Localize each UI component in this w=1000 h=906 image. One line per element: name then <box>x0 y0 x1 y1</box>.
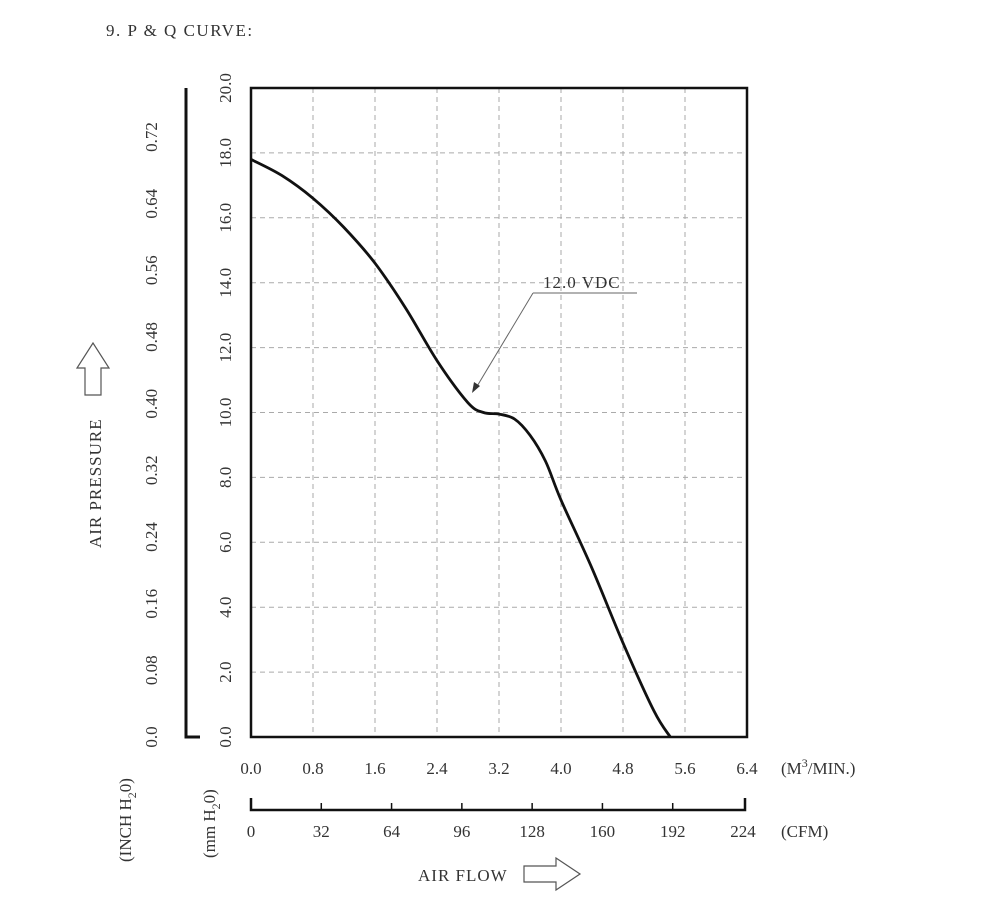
y-axis-title: AIR PRESSURE <box>86 418 105 548</box>
cfm-tick-label: 192 <box>660 822 686 841</box>
y-tick-label: 0.0 <box>216 726 235 747</box>
x-tick-label: 3.2 <box>488 759 509 778</box>
inch-tick-label: 0.64 <box>142 188 161 218</box>
cfm-unit-label: (CFM) <box>781 822 828 841</box>
series-layer <box>250 158 672 738</box>
mm-unit-label: (mm H20) <box>200 789 223 858</box>
y-tick-labels: 0.0 2.0 4.0 6.0 8.0 10.0 12.0 14.0 16.0 18.0 20.0 <box>216 73 235 748</box>
x-tick-label: 4.8 <box>612 759 633 778</box>
cfm-tick-label: 224 <box>730 822 756 841</box>
inch-tick-label: 0.72 <box>142 122 161 152</box>
x-tick-label: 0.0 <box>240 759 261 778</box>
x-tick-label: 1.6 <box>364 759 385 778</box>
y-tick-label: 8.0 <box>216 467 235 488</box>
cfm-tick-label: 64 <box>383 822 401 841</box>
curve-annotation: 12.0 VDC <box>472 273 637 393</box>
arrow-up-icon <box>75 341 111 396</box>
x-tick-label: 4.0 <box>550 759 571 778</box>
x-tick-label: 5.6 <box>674 759 695 778</box>
cfm-tick-label: 0 <box>247 822 256 841</box>
m3-unit-label: (M3/MIN.) <box>781 756 855 778</box>
cfm-tick-marks <box>320 803 674 810</box>
inch-unit-label: (INCH H20) <box>116 778 139 862</box>
y-tick-label: 14.0 <box>216 268 235 298</box>
annotation-leader <box>475 292 534 389</box>
inch-tick-label: 0.40 <box>142 389 161 419</box>
y-tick-label: 12.0 <box>216 333 235 363</box>
x-tick-labels: 0.0 0.8 1.6 2.4 3.2 4.0 4.8 5.6 6.4 <box>240 759 758 778</box>
inch-tick-label: 0.56 <box>142 255 161 285</box>
grid-lines <box>251 88 747 737</box>
cfm-tick-labels: 0 32 64 96 128 160 192 224 <box>247 822 757 841</box>
x-tick-label: 2.4 <box>426 759 448 778</box>
cfm-tick-label: 96 <box>453 822 470 841</box>
x-axis-title: AIR FLOW <box>418 866 508 885</box>
y-tick-label: 4.0 <box>216 597 235 618</box>
inch-tick-label: 0.48 <box>142 322 161 352</box>
annotation-arrowhead <box>472 382 480 393</box>
inch-tick-label: 0.0 <box>142 726 161 747</box>
x-tick-label: 0.8 <box>302 759 323 778</box>
inch-tick-label: 0.16 <box>142 589 161 619</box>
cfm-tick-label: 160 <box>590 822 616 841</box>
inch-tick-label: 0.08 <box>142 655 161 685</box>
inch-tick-labels: 0.0 0.08 0.16 0.24 0.32 0.40 0.48 0.56 0.64 0.72 <box>142 122 161 748</box>
y-tick-label: 6.0 <box>216 532 235 553</box>
page-title: 9. P & Q CURVE: <box>106 21 254 40</box>
cfm-tick-label: 128 <box>519 822 545 841</box>
cfm-tick-label: 32 <box>313 822 330 841</box>
series-line <box>250 158 672 738</box>
inch-axis-line <box>184 88 200 739</box>
y-tick-label: 10.0 <box>216 398 235 428</box>
y-tick-label: 20.0 <box>216 73 235 103</box>
plot-frame <box>249 86 749 739</box>
y-tick-label: 16.0 <box>216 203 235 233</box>
x-tick-label: 6.4 <box>736 759 758 778</box>
y-tick-label: 2.0 <box>216 661 235 682</box>
cfm-axis-line <box>249 798 747 812</box>
arrow-right-icon <box>523 856 582 892</box>
y-tick-label: 18.0 <box>216 138 235 168</box>
inch-tick-label: 0.32 <box>142 455 161 485</box>
annotation-label: 12.0 VDC <box>543 273 621 292</box>
inch-tick-label: 0.24 <box>142 522 161 552</box>
